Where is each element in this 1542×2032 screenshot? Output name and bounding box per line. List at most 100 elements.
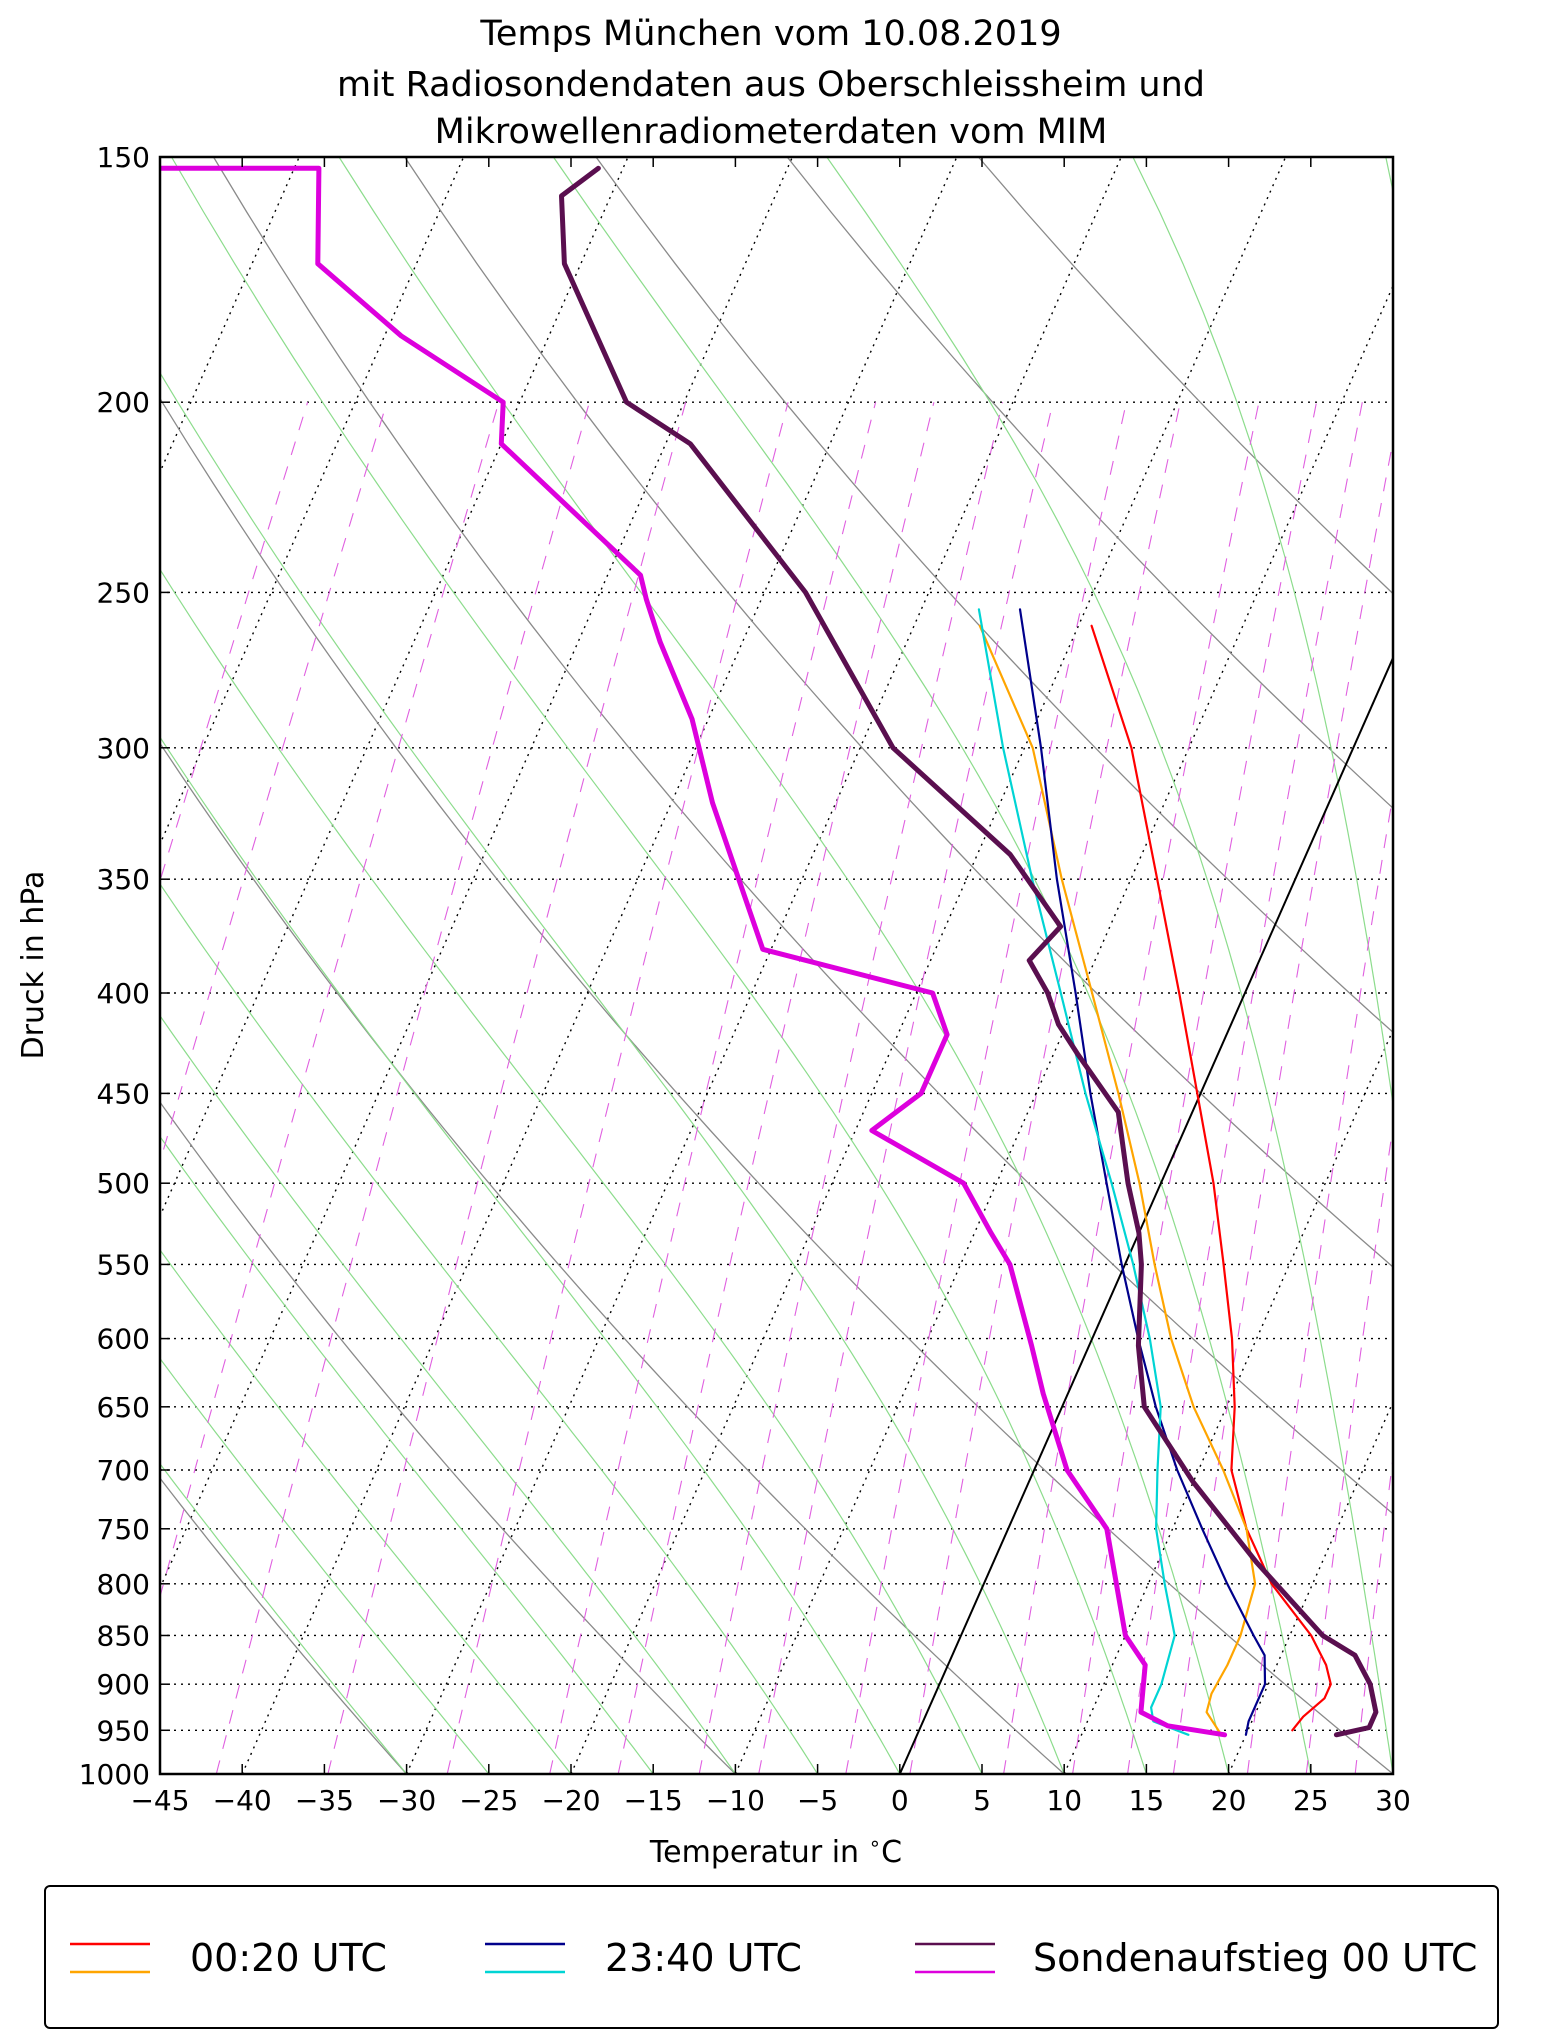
background-lines xyxy=(160,157,1542,1774)
x-tick-label: −20 xyxy=(541,1784,600,1817)
mixing-ratio-line xyxy=(160,402,388,1164)
mixing-ratio-line xyxy=(549,402,877,1774)
x-tick-label: −30 xyxy=(377,1784,436,1817)
isotherm--60 xyxy=(160,157,629,1218)
legend: 00:20 UTC 23:40 UTC Sondenaufstieg 00 UT… xyxy=(44,1885,1499,2029)
y-tick-label: 650 xyxy=(97,1391,150,1424)
isotherm--10 xyxy=(734,284,1393,1774)
mixing-ratio-line xyxy=(1397,402,1542,1774)
zero-isotherm xyxy=(898,655,1393,1774)
series-mwr_2340_dew xyxy=(977,608,1190,1736)
y-tick-label: 450 xyxy=(97,1077,150,1110)
mixing-ratio-line xyxy=(160,402,500,1599)
moist-adiabat xyxy=(1132,157,1393,1108)
x-axis-label-unit: C xyxy=(881,1835,902,1870)
mixing-ratio-line xyxy=(327,402,687,1774)
y-tick-label: 1000 xyxy=(79,1758,150,1791)
y-axis-label: Druck in hPa xyxy=(16,871,51,1060)
x-tick-label: −15 xyxy=(624,1784,683,1817)
x-tick-label: −35 xyxy=(295,1784,354,1817)
series-sonde_temp xyxy=(559,165,1379,1738)
dry-adiabat xyxy=(595,157,1393,1034)
series-mwr_0020_temp xyxy=(1090,624,1332,1732)
isotherm-30 xyxy=(1392,1772,1393,1774)
y-tick-label: 900 xyxy=(97,1668,150,1701)
mixing-ratio-line xyxy=(758,402,1054,1774)
x-axis-label-text: Temperatur in xyxy=(649,1835,869,1870)
series-sonde_dew xyxy=(160,165,1228,1738)
dry-adiabat xyxy=(786,157,1393,810)
moist-adiabat xyxy=(160,1135,654,1774)
x-tick-label: −5 xyxy=(797,1784,838,1817)
x-axis-label: Temperatur in ∘C xyxy=(649,1831,902,1870)
y-tick-label: 250 xyxy=(97,576,150,609)
plot-frame xyxy=(158,155,1395,1776)
title-line-2: mit Radiosondendaten aus Oberschleisshei… xyxy=(337,65,1205,105)
isotherm--40 xyxy=(241,157,958,1774)
data-series xyxy=(160,165,1379,1738)
y-tick-label: 500 xyxy=(97,1167,150,1200)
mixing-ratio-line xyxy=(617,402,935,1774)
isotherm--70 xyxy=(160,157,465,846)
dry-adiabat xyxy=(160,1477,408,1774)
mixing-ratio-line xyxy=(160,402,309,883)
mixing-ratio-line xyxy=(698,402,1004,1774)
isotherm-20 xyxy=(1227,1400,1393,1774)
x-tick-label: 5 xyxy=(973,1784,991,1817)
legend-frame xyxy=(44,1885,1499,2029)
dry-adiabat xyxy=(403,157,1393,1268)
mixing-ratio-line xyxy=(215,402,590,1774)
y-tick-label: 150 xyxy=(97,141,150,174)
legend-label-2340: 23:40 UTC xyxy=(605,1936,802,1980)
dry-adiabat xyxy=(160,742,1065,1774)
y-tick-label: 800 xyxy=(97,1568,150,1601)
mixing-ratio-line xyxy=(1246,791,1393,1774)
title-line-3: Mikrowellenradiometerdaten vom MIM xyxy=(435,112,1108,152)
mixing-ratio-line xyxy=(446,402,789,1774)
moist-adiabat xyxy=(552,157,1312,1774)
series-mwr_2340_temp xyxy=(1018,608,1267,1736)
mixing-ratio-line xyxy=(1127,402,1363,1774)
series-mwr_0020_dew xyxy=(978,624,1257,1736)
mixing-ratio-line xyxy=(1434,402,1542,1774)
legend-label-sonde: Sondenaufstieg 00 UTC xyxy=(1033,1936,1477,1980)
moist-adiabat xyxy=(338,157,1230,1774)
legend-label-0020: 00:20 UTC xyxy=(190,1936,387,1980)
dry-adiabat xyxy=(160,1101,736,1774)
x-tick-label: −25 xyxy=(459,1784,518,1817)
isotherm-10 xyxy=(1063,1028,1393,1774)
moist-adiabat xyxy=(160,1014,736,1774)
title-line-1: Temps München vom 10.08.2019 xyxy=(479,14,1061,54)
x-tick-label: 0 xyxy=(891,1784,909,1817)
axis-ticks: −45 −40 −35 −30 −25 −20 −15 −10 −5 0 5 10 15 20 25 30 10… xyxy=(79,141,1411,1817)
moist-adiabat xyxy=(160,736,901,1774)
moist-adiabat xyxy=(160,568,983,1774)
y-tick-label: 400 xyxy=(97,977,150,1010)
mixing-ratio-line xyxy=(1172,438,1393,1774)
dry-adiabat xyxy=(212,157,1393,1515)
y-tick-label: 350 xyxy=(97,863,150,896)
moist-adiabat xyxy=(170,157,1147,1774)
x-tick-label: 20 xyxy=(1211,1784,1247,1817)
x-axis-label-degree: ∘ xyxy=(869,1831,882,1855)
x-tick-label: 10 xyxy=(1046,1784,1082,1817)
y-tick-label: 850 xyxy=(97,1619,150,1652)
isotherm--50 xyxy=(160,157,794,1590)
y-tick-label: 700 xyxy=(97,1454,150,1487)
x-tick-label: 15 xyxy=(1129,1784,1165,1817)
dry-adiabat xyxy=(977,157,1393,595)
x-tick-label: 30 xyxy=(1375,1784,1411,1817)
moist-adiabat xyxy=(1385,157,1393,195)
moist-adiabat xyxy=(160,371,1065,1774)
x-tick-label: 25 xyxy=(1293,1784,1329,1817)
dry-adiabat xyxy=(160,397,1393,1774)
chart-title: Temps München vom 10.08.2019 mit Radioso… xyxy=(337,14,1205,152)
mixing-ratio-line xyxy=(845,402,1127,1774)
mixing-ratio-line xyxy=(1354,1453,1393,1774)
y-tick-label: 550 xyxy=(97,1248,150,1281)
isotherm-0 xyxy=(899,656,1393,1774)
moist-adiabat xyxy=(160,1462,408,1774)
y-tick-label: 950 xyxy=(97,1714,150,1747)
